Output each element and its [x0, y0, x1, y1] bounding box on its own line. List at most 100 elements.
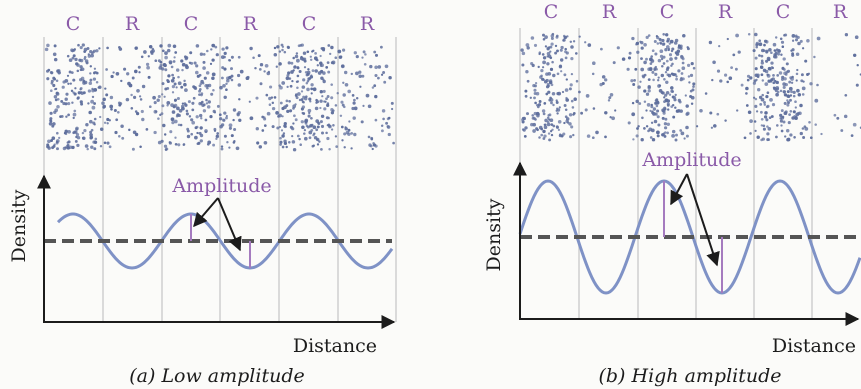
particle-dot — [778, 71, 783, 75]
particle-dot — [232, 108, 237, 112]
particle-dot — [536, 113, 540, 118]
particle-dot — [209, 115, 213, 119]
particle-dot — [303, 66, 307, 69]
particle-dot — [533, 43, 538, 47]
particle-dot — [212, 143, 216, 147]
particle-dot — [90, 128, 94, 132]
particle-dot — [776, 74, 780, 77]
particle-dot — [80, 76, 85, 81]
particle-dot — [79, 65, 83, 69]
particle-dot — [562, 38, 566, 42]
particle-dot — [708, 40, 713, 45]
particle-dot — [788, 86, 793, 91]
particle-field — [520, 32, 861, 142]
particle-dot — [761, 79, 765, 82]
particle-dot — [681, 66, 686, 71]
particle-dot — [128, 83, 133, 88]
particle-dot — [295, 96, 299, 100]
particle-dot — [660, 57, 664, 61]
particle-dot — [550, 133, 554, 137]
particle-dot — [783, 111, 788, 116]
particle-dot — [351, 106, 355, 111]
particle-dot — [218, 113, 222, 117]
particle-dot — [76, 96, 80, 100]
particle-dot — [653, 119, 658, 124]
particle-dot — [772, 74, 775, 77]
particle-dot — [768, 48, 772, 52]
particle-dot — [183, 102, 187, 105]
particle-dot — [783, 77, 787, 81]
particle-dot — [654, 72, 658, 76]
particle-dot — [185, 112, 189, 116]
particle-dot — [254, 66, 257, 70]
particle-dot — [796, 68, 799, 72]
particle-dot — [305, 73, 309, 77]
particle-dot — [90, 99, 94, 104]
particle-dot — [309, 100, 312, 103]
particle-dot — [273, 46, 277, 50]
particle-dot — [306, 87, 310, 92]
particle-dot — [574, 52, 578, 55]
particle-dot — [674, 138, 678, 142]
particle-dot — [604, 111, 608, 115]
particle-dot — [133, 69, 138, 74]
particle-dot — [680, 72, 684, 75]
particle-dot — [50, 81, 54, 85]
particle-dot — [537, 103, 542, 107]
particle-dot — [552, 124, 556, 128]
particle-dot — [309, 124, 312, 128]
particle-dot — [60, 114, 64, 118]
particle-dot — [300, 90, 304, 93]
particle-dot — [392, 141, 395, 145]
particle-dot — [754, 97, 758, 101]
particle-dot — [297, 92, 301, 96]
particle-dot — [633, 79, 636, 82]
particle-dot — [83, 57, 86, 61]
particle-dot — [57, 69, 61, 73]
particle-dot — [135, 111, 140, 116]
particle-dot — [689, 95, 693, 98]
particle-dot — [210, 48, 213, 51]
particle-dot — [649, 67, 653, 72]
particle-dot — [745, 86, 749, 91]
particle-dot — [334, 56, 338, 60]
particle-dot — [212, 109, 216, 114]
particle-dot — [294, 118, 298, 122]
particle-dot — [774, 36, 778, 39]
particle-dot — [271, 101, 275, 105]
particle-dot — [161, 49, 165, 53]
particle-dot — [535, 127, 539, 131]
particle-dot — [542, 37, 546, 41]
particle-dot — [221, 66, 225, 70]
particle-dot — [216, 132, 220, 135]
particle-dot — [792, 90, 796, 95]
particle-dot — [206, 142, 210, 146]
particle-dot — [118, 135, 121, 138]
particle-dot — [164, 68, 168, 72]
particle-dot — [266, 71, 271, 76]
particle-dot — [193, 61, 197, 65]
particle-dot — [351, 94, 355, 97]
particle-dot — [737, 50, 741, 54]
particle-dot — [258, 68, 262, 71]
particle-dot — [225, 116, 228, 120]
particle-dot — [90, 53, 94, 58]
particle-dot — [300, 98, 304, 102]
particle-dot — [183, 79, 186, 83]
particle-dot — [542, 129, 546, 133]
particle-dot — [268, 96, 272, 101]
particle-dot — [560, 134, 564, 138]
particle-dot — [325, 131, 328, 135]
particle-dot — [352, 116, 356, 120]
particle-dot — [521, 51, 526, 56]
particle-dot — [195, 44, 200, 48]
particle-dot — [326, 124, 329, 127]
particle-dot — [155, 110, 158, 113]
particle-dot — [195, 70, 199, 75]
particle-dot — [564, 47, 567, 51]
particle-dot — [263, 124, 267, 127]
particle-dot — [148, 105, 152, 109]
particle-dot — [335, 145, 339, 148]
particle-dot — [852, 122, 857, 127]
